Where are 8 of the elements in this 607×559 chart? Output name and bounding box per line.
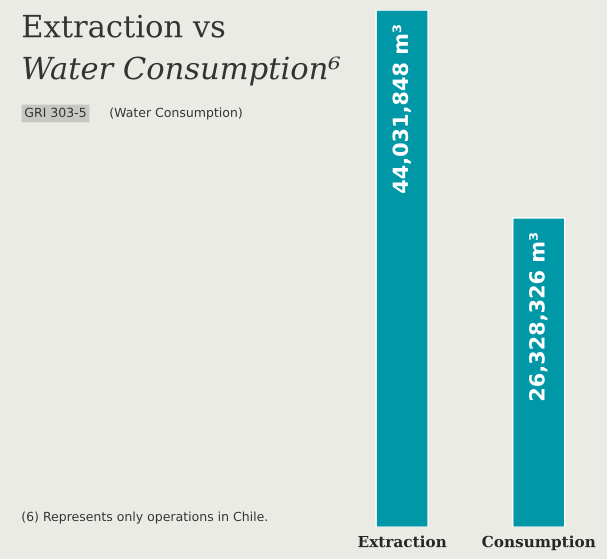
x-tick-label: Consumption xyxy=(482,535,596,550)
text: (6) Represents only operations in Chile. xyxy=(22,511,267,524)
x-tick-label: Extraction xyxy=(358,535,446,548)
text: (Water Consumption) xyxy=(110,107,242,120)
data-label: 26,328,326 m³ xyxy=(529,232,548,400)
text: GRI 303-5 xyxy=(24,108,86,118)
text: Extraction vs Water Consumption⁶ xyxy=(22,14,340,86)
data-label: 44,031,848 m³ xyxy=(392,25,411,193)
